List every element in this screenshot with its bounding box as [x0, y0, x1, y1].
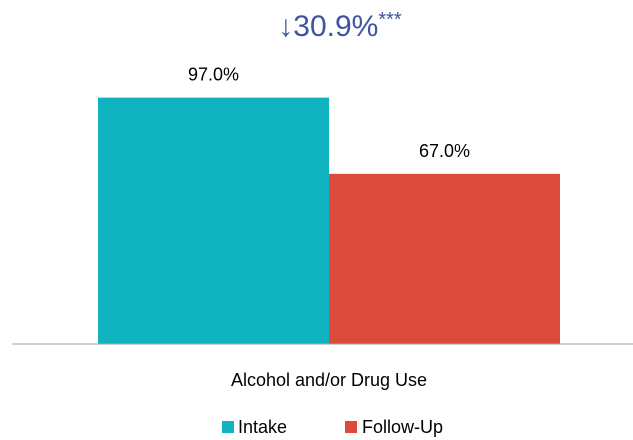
- bars-group: [98, 97, 560, 345]
- data-label-follow-up: 67.0%: [419, 141, 470, 161]
- change-annotation: ↓30.9%***: [278, 9, 402, 43]
- data-label-intake: 97.0%: [188, 65, 239, 85]
- legend-label-follow-up: Follow-Up: [362, 417, 443, 437]
- bar-intake: [98, 97, 329, 345]
- bar-labels-group: 97.0% 67.0%: [188, 65, 470, 161]
- legend-swatch-follow-up: [345, 421, 357, 433]
- legend-label-intake: Intake: [238, 417, 287, 437]
- legend-swatch-intake: [222, 421, 234, 433]
- change-arrow: ↓: [278, 10, 293, 43]
- legend: Intake Follow-Up: [222, 417, 443, 437]
- category-label: Alcohol and/or Drug Use: [231, 370, 427, 390]
- change-value: 30.9%: [293, 10, 378, 43]
- bar-follow-up: [329, 173, 560, 344]
- significance-stars: ***: [378, 9, 402, 31]
